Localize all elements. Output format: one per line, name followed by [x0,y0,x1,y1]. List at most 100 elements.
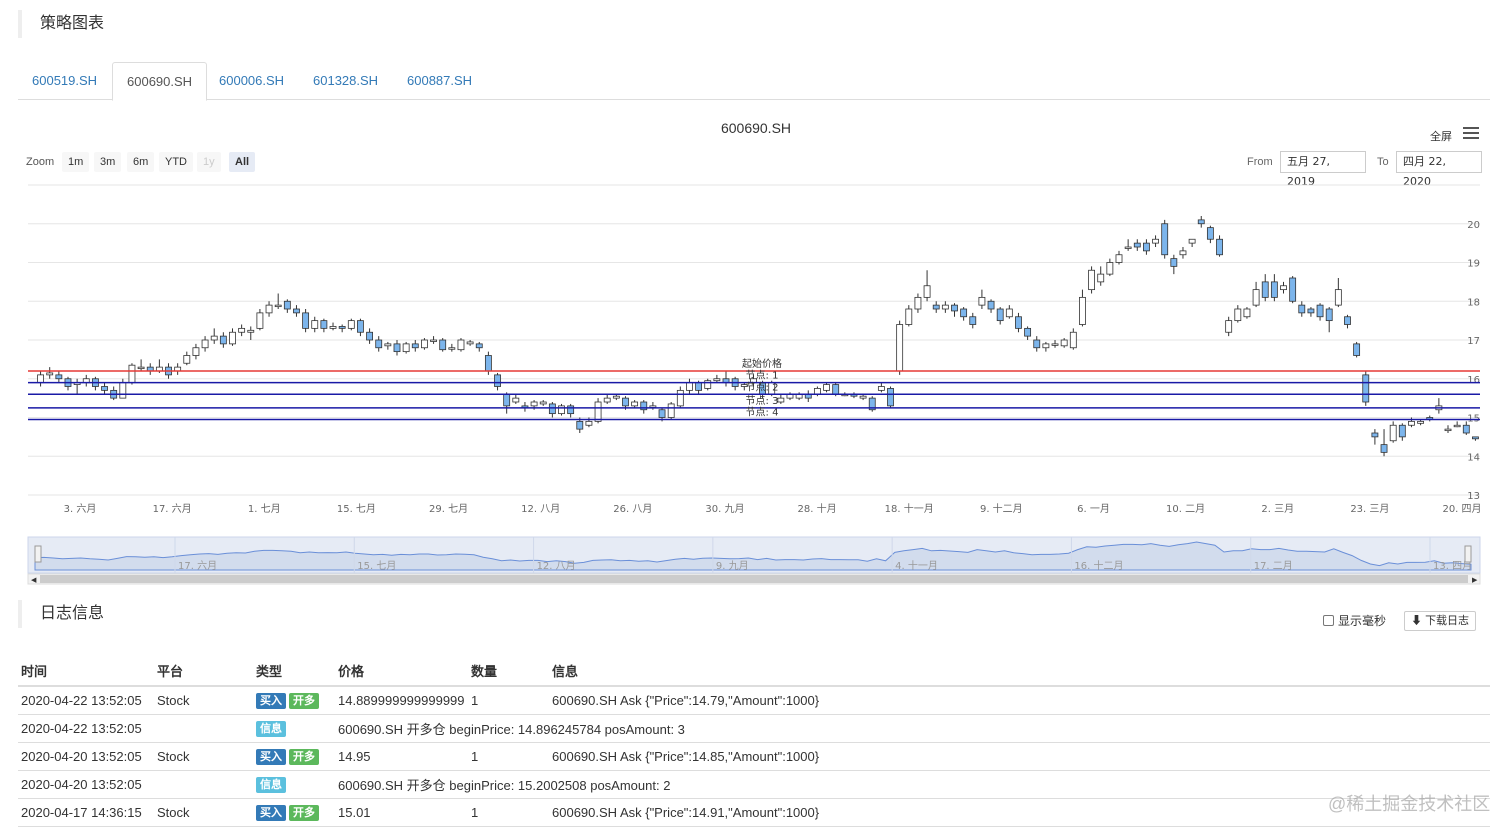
candle[interactable] [1170,254,1178,275]
zoom-1m-button[interactable]: 1m [62,152,90,172]
candle[interactable] [466,340,474,346]
zoom-6m-button[interactable]: 6m [127,152,155,172]
candle[interactable] [366,328,373,344]
tab-600887[interactable]: 600887.SH [407,73,473,88]
candle[interactable] [1398,423,1406,441]
candle[interactable] [512,394,520,404]
candle[interactable] [411,340,419,352]
candle[interactable] [55,371,63,383]
candle[interactable] [567,403,575,418]
candle[interactable] [229,328,236,346]
candle[interactable] [987,299,995,313]
candle[interactable] [1179,247,1187,259]
to-date-input[interactable]: 四月 22, 2020 [1396,151,1482,188]
candle[interactable] [1307,307,1315,317]
candle[interactable] [539,400,547,406]
candle[interactable] [1344,314,1351,329]
candle[interactable] [1033,336,1041,352]
candle[interactable] [594,398,602,424]
tab-600006[interactable]: 600006.SH [219,73,285,88]
candle[interactable] [91,376,99,391]
candle[interactable] [439,338,447,352]
candle[interactable] [101,382,108,395]
candle[interactable] [110,386,118,401]
candle[interactable] [923,270,931,302]
zoom-all-button[interactable]: All [229,152,256,172]
candle[interactable] [484,351,492,375]
candle[interactable] [1216,235,1223,257]
candle[interactable] [750,374,757,387]
candle[interactable] [475,341,483,352]
candle[interactable] [1115,250,1123,265]
candle[interactable] [183,351,191,366]
candle[interactable] [320,318,328,333]
candle[interactable] [905,305,913,327]
candle[interactable] [649,402,657,410]
candle[interactable] [777,394,785,404]
candle[interactable] [1042,341,1050,352]
candle[interactable] [695,380,703,395]
candle[interactable] [1298,301,1306,317]
fullscreen-button[interactable]: 全屏 [1430,131,1452,143]
candle[interactable] [1435,398,1443,414]
candle[interactable] [37,371,44,387]
candle[interactable] [868,396,876,412]
candle[interactable] [548,402,556,418]
candle[interactable] [786,392,794,401]
candle[interactable] [146,363,154,375]
candle[interactable] [165,363,172,379]
candle[interactable] [137,359,145,371]
candle[interactable] [46,367,54,379]
candle[interactable] [1024,326,1032,340]
scrollbar-thumb[interactable] [40,575,1468,583]
candle[interactable] [585,417,593,428]
candle[interactable] [1261,274,1269,302]
candle[interactable] [384,341,392,350]
candle[interactable] [1079,289,1086,327]
candle[interactable] [1472,436,1479,441]
candle[interactable] [667,402,675,420]
candle[interactable] [713,374,721,383]
candle[interactable] [996,307,1004,325]
navigator-handle-left[interactable] [34,545,42,563]
candle[interactable] [969,312,977,329]
candle[interactable] [1197,216,1205,228]
candle[interactable] [1015,312,1022,333]
candle[interactable] [1069,328,1077,350]
candle[interactable] [128,363,136,385]
candle[interactable] [1234,305,1242,323]
candle[interactable] [238,324,246,337]
candle[interactable] [722,371,730,387]
from-date-input[interactable]: 五月 27, 2019 [1280,151,1366,188]
candle[interactable] [1325,307,1333,333]
candle[interactable] [338,324,346,333]
tab-601328[interactable]: 601328.SH [313,73,379,88]
candle[interactable] [759,380,766,399]
candle[interactable] [256,309,264,331]
checkbox-icon[interactable] [1323,615,1334,626]
candle[interactable] [274,293,282,310]
candle[interactable] [174,363,182,375]
candle[interactable] [457,338,465,352]
candle[interactable] [832,382,840,397]
candle[interactable] [73,378,81,395]
candle[interactable] [201,336,209,352]
candle[interactable] [813,386,821,397]
candle[interactable] [704,378,712,391]
candle[interactable] [119,378,127,399]
candle[interactable] [1133,239,1141,251]
candle[interactable] [448,343,456,352]
candle[interactable] [740,382,748,391]
candle[interactable] [521,402,529,412]
candle[interactable] [1152,235,1159,247]
candle[interactable] [82,374,90,387]
candle[interactable] [576,417,584,434]
candle[interactable] [1143,239,1150,255]
candle[interactable] [1444,425,1452,433]
candle[interactable] [247,326,255,340]
candle[interactable] [960,307,968,321]
candle[interactable] [421,338,428,350]
candle[interactable] [1380,429,1388,457]
candle[interactable] [1417,419,1425,426]
navigator-handle-right[interactable] [1464,545,1472,563]
